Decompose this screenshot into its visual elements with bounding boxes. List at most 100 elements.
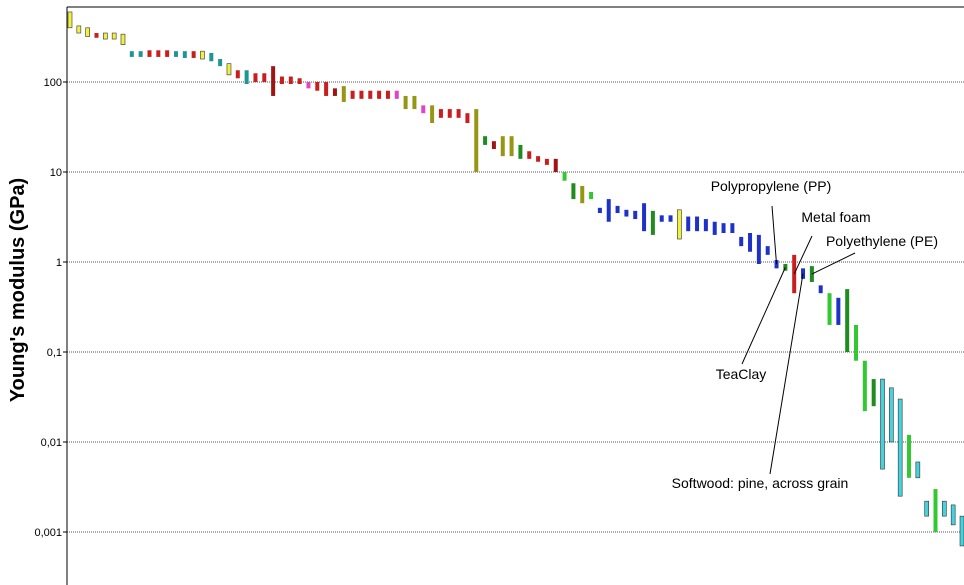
material-bar <box>297 78 302 85</box>
material-bar <box>580 185 585 204</box>
y-tick-label: 100 <box>44 77 62 89</box>
y-tick-label: 10 <box>50 167 62 179</box>
material-bar <box>642 203 647 232</box>
material-bar <box>624 209 629 217</box>
material-bar <box>209 53 214 62</box>
material-bar <box>447 109 452 118</box>
y-axis-title: Young's modulus (GPa) <box>7 178 29 402</box>
material-bar <box>120 33 126 45</box>
material-bar <box>659 215 664 222</box>
annotation-label: Polypropylene (PP) <box>711 178 832 194</box>
material-bar <box>244 70 249 85</box>
material-bar <box>748 233 753 252</box>
material-bar <box>615 205 620 214</box>
material-bar <box>191 51 196 58</box>
material-bar <box>377 90 382 99</box>
material-bar <box>341 86 346 102</box>
material-bar <box>730 223 735 234</box>
material-bar <box>359 90 364 99</box>
material-bar <box>695 216 700 232</box>
material-bar <box>597 207 602 214</box>
material-bar <box>862 360 867 412</box>
material-bar <box>103 32 108 40</box>
material-bar <box>94 33 99 38</box>
material-bar <box>385 90 390 99</box>
material-bar <box>465 113 470 124</box>
material-bar <box>562 172 567 181</box>
material-bar <box>606 199 611 222</box>
material-bar <box>942 500 947 517</box>
material-bar <box>703 219 708 232</box>
y-tick-labels: 100 10 1 0,1 0,01 0,001 <box>34 77 62 539</box>
material-bar <box>306 82 311 89</box>
material-bar <box>827 293 832 325</box>
material-bar <box>85 27 90 37</box>
material-bar <box>889 387 894 443</box>
material-bar <box>226 63 232 76</box>
material-bar <box>553 158 558 172</box>
material-bar <box>218 59 223 67</box>
annotation-label: Polyethylene (PE) <box>826 233 938 249</box>
material-bar <box>394 90 399 99</box>
material-bar <box>854 324 859 361</box>
material-bar <box>518 144 523 159</box>
material-bar <box>156 50 161 57</box>
material-bar <box>756 234 761 265</box>
material-bar <box>801 268 806 279</box>
material-bar <box>253 73 258 82</box>
material-bar <box>67 11 73 29</box>
material-bar <box>907 434 912 478</box>
material-bar <box>527 151 532 159</box>
material-bar <box>880 378 885 470</box>
material-bar <box>438 109 443 118</box>
material-bar <box>483 136 488 145</box>
material-bar <box>235 70 240 79</box>
material-bar <box>279 76 284 85</box>
y-tick-label: 0,1 <box>47 347 62 359</box>
annotation-leader-line <box>771 205 778 265</box>
annotation-leader-line <box>811 252 856 275</box>
material-bar <box>491 141 496 150</box>
material-bar <box>147 50 152 57</box>
material-bars <box>67 11 964 547</box>
material-bar <box>430 105 435 124</box>
material-bar <box>589 191 594 200</box>
annotations: Polypropylene (PP) Metal foam Polyethylene… <box>672 178 938 491</box>
material-bar <box>138 51 143 57</box>
annotation-leader-line <box>793 235 813 275</box>
annotation-label: TeaClay <box>716 366 767 382</box>
material-bar <box>509 136 514 157</box>
material-bar <box>818 285 823 294</box>
material-bar <box>677 209 682 240</box>
material-bar <box>474 109 479 172</box>
material-bar <box>412 95 417 110</box>
material-bar <box>271 66 276 96</box>
material-bar <box>712 221 717 235</box>
material-bar <box>536 156 541 162</box>
material-bar <box>924 500 929 517</box>
y-tick-label: 0,01 <box>41 437 62 449</box>
material-bar <box>633 210 638 220</box>
material-bar <box>668 215 673 222</box>
annotation-label: Metal foam <box>801 209 870 225</box>
material-bar <box>950 504 956 526</box>
material-bar <box>332 88 337 96</box>
material-bar <box>650 210 655 235</box>
material-bar <box>368 90 373 99</box>
material-bar <box>571 183 576 200</box>
material-bar <box>836 297 841 325</box>
material-bar <box>288 76 293 85</box>
material-bar <box>686 216 691 232</box>
material-bar <box>111 32 117 40</box>
material-bar <box>182 51 187 58</box>
material-bar <box>544 158 549 165</box>
material-bar <box>933 489 938 532</box>
material-bar <box>200 50 205 60</box>
material-bar <box>959 515 964 547</box>
y-tick-label: 1 <box>56 257 62 269</box>
material-bar <box>315 82 320 91</box>
grid-lines <box>63 81 964 533</box>
material-bar <box>897 398 903 497</box>
